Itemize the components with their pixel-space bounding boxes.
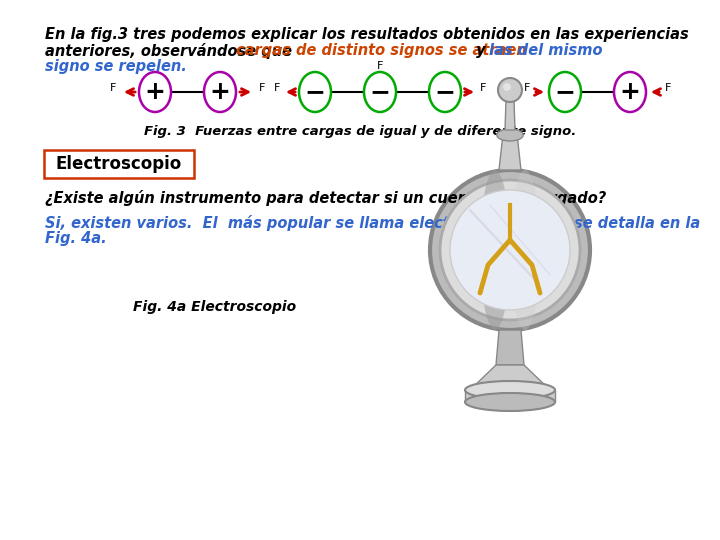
- Ellipse shape: [440, 180, 580, 320]
- Text: F: F: [258, 83, 265, 93]
- Ellipse shape: [549, 72, 581, 112]
- Circle shape: [503, 83, 511, 91]
- FancyBboxPatch shape: [44, 150, 194, 178]
- Text: F: F: [274, 83, 280, 93]
- Text: las del mismo: las del mismo: [489, 43, 603, 58]
- Text: Electroscopio: Electroscopio: [56, 155, 182, 173]
- Text: Fig. 4a.: Fig. 4a.: [45, 231, 107, 246]
- Text: F: F: [480, 83, 486, 93]
- Polygon shape: [465, 390, 555, 402]
- Text: F: F: [524, 83, 530, 93]
- Text: signo se repelen.: signo se repelen.: [45, 59, 186, 74]
- Text: F: F: [665, 83, 671, 93]
- Text: −: −: [305, 80, 325, 104]
- Text: +: +: [620, 80, 640, 104]
- Ellipse shape: [430, 170, 590, 330]
- Ellipse shape: [465, 393, 555, 411]
- Text: ¿Existe algún instrumento para detectar si un cuerpo está cargado?: ¿Existe algún instrumento para detectar …: [45, 190, 606, 206]
- Ellipse shape: [497, 129, 523, 141]
- Ellipse shape: [364, 72, 396, 112]
- Ellipse shape: [465, 381, 555, 399]
- Text: F: F: [110, 83, 116, 93]
- Text: −: −: [554, 80, 575, 104]
- Text: Fig. 3  Fuerzas entre cargas de igual y de diferente signo.: Fig. 3 Fuerzas entre cargas de igual y d…: [144, 125, 576, 138]
- Polygon shape: [499, 140, 521, 170]
- Text: cargas de distinto signos se atraen: cargas de distinto signos se atraen: [236, 43, 527, 58]
- Ellipse shape: [450, 190, 570, 310]
- Ellipse shape: [480, 170, 510, 330]
- Text: −: −: [434, 80, 456, 104]
- Ellipse shape: [614, 72, 646, 112]
- Circle shape: [498, 78, 522, 102]
- Text: Si, existen varios.  El  más popular se llama electroscopio como se detalla en l: Si, existen varios. El más popular se ll…: [45, 215, 701, 231]
- Polygon shape: [505, 100, 515, 130]
- Text: anteriores, observándose que: anteriores, observándose que: [45, 43, 297, 59]
- Text: En la fig.3 tres podemos explicar los resultados obtenidos en las experiencias: En la fig.3 tres podemos explicar los re…: [45, 27, 689, 42]
- Ellipse shape: [299, 72, 331, 112]
- Text: y: y: [471, 43, 491, 58]
- Polygon shape: [496, 330, 524, 365]
- Text: F: F: [377, 61, 383, 71]
- Polygon shape: [470, 365, 550, 390]
- Ellipse shape: [204, 72, 236, 112]
- Text: +: +: [145, 80, 166, 104]
- Text: +: +: [210, 80, 230, 104]
- Text: Fig. 4a Electroscopio: Fig. 4a Electroscopio: [133, 300, 297, 314]
- Ellipse shape: [139, 72, 171, 112]
- Text: −: −: [369, 80, 390, 104]
- Ellipse shape: [510, 170, 540, 330]
- Ellipse shape: [429, 72, 461, 112]
